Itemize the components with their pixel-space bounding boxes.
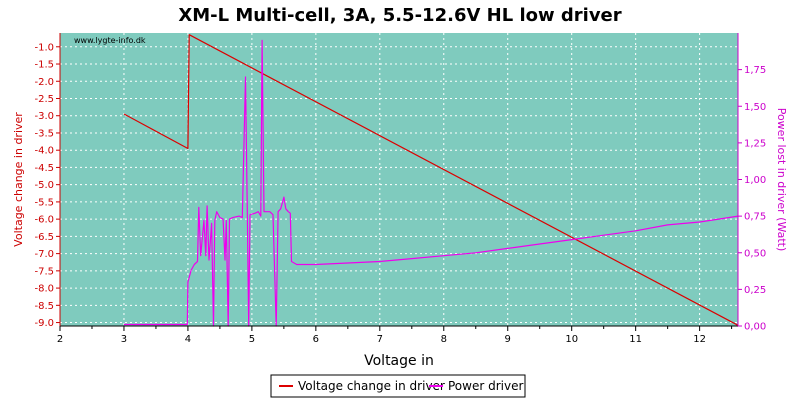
grid: [60, 33, 738, 326]
y-left-tick-label: -7.5: [34, 266, 54, 277]
x-tick-label: 8: [441, 334, 447, 345]
y-left-tick-label: -5.5: [34, 197, 54, 208]
y-left-tick-label: -3.0: [34, 111, 54, 122]
x-tick-label: 3: [121, 334, 127, 345]
y-left-tick-label: -4.5: [34, 163, 54, 174]
series-layer: [123, 34, 739, 327]
y-axis-right-title: Power lost in driver (Watt): [775, 108, 788, 252]
y-right-tick-label: 1,25: [744, 138, 766, 149]
x-tick-label: 2: [57, 334, 63, 345]
x-tick-label: 4: [185, 334, 191, 345]
legend-box: [270, 374, 526, 398]
y-right-tick-label: 1,75: [744, 65, 766, 76]
series-line-power-driver: [124, 39, 739, 327]
watermark: www.lygte-info.dk: [74, 36, 146, 45]
y-axis-left-title: Voltage change in driver: [12, 112, 25, 247]
x-tick-label: 9: [505, 334, 511, 345]
axes: 2 3 4 5 6 7 8 9 10 11 12 -1.0 -1.5 -2.0 -2.5 -3.0 -3.5 -4…: [34, 33, 766, 345]
y-left-tick-label: -5.0: [34, 180, 54, 191]
y-left-tick-label: -9.0: [34, 318, 54, 329]
y-left-tick-label: -8.0: [34, 284, 54, 295]
x-tick-label: 5: [249, 334, 255, 345]
plot-area: [60, 33, 738, 326]
x-axis-title: Voltage in: [364, 353, 434, 369]
chart-title: XM-L Multi-cell, 3A, 5.5-12.6V HL low dr…: [178, 5, 621, 26]
x-tick-label: 11: [629, 334, 642, 345]
y-right-tick-label: 1,50: [744, 102, 766, 113]
plot-background: [60, 33, 738, 326]
x-tick-label: 10: [565, 334, 578, 345]
y-left-tick-label: -4.0: [34, 146, 54, 157]
legend-label-power-driver: Power driver: [448, 379, 523, 393]
y-left-tick-label: -3.5: [34, 128, 54, 139]
y-left-tick-label: -1.0: [34, 42, 54, 53]
y-right-tick-label: 1,00: [744, 175, 766, 186]
y-left-tick-label: -8.5: [34, 301, 54, 312]
y-right-tick-label: 0,50: [744, 248, 766, 259]
x-tick-label: 7: [377, 334, 383, 345]
y-left-tick-label: -2.5: [34, 94, 54, 105]
y-left-tick-label: -2.0: [34, 77, 54, 88]
x-tick-label: 12: [693, 334, 706, 345]
y-left-tick-label: -7.0: [34, 249, 54, 260]
y-right-tick-label: 0,25: [744, 285, 766, 296]
y-right-tick-label: 0,75: [744, 212, 766, 223]
legend: Voltage change in driver Power driver: [270, 374, 526, 398]
x-tick-label: 6: [313, 334, 319, 345]
series-line-voltage-change: [123, 34, 739, 326]
y-left-tick-label: -6.5: [34, 232, 54, 243]
legend-label-voltage-change: Voltage change in driver: [298, 379, 445, 393]
y-left-tick-label: -1.5: [34, 60, 54, 71]
y-right-tick-label: 0,00: [744, 322, 766, 333]
y-left-tick-label: -6.0: [34, 215, 54, 226]
